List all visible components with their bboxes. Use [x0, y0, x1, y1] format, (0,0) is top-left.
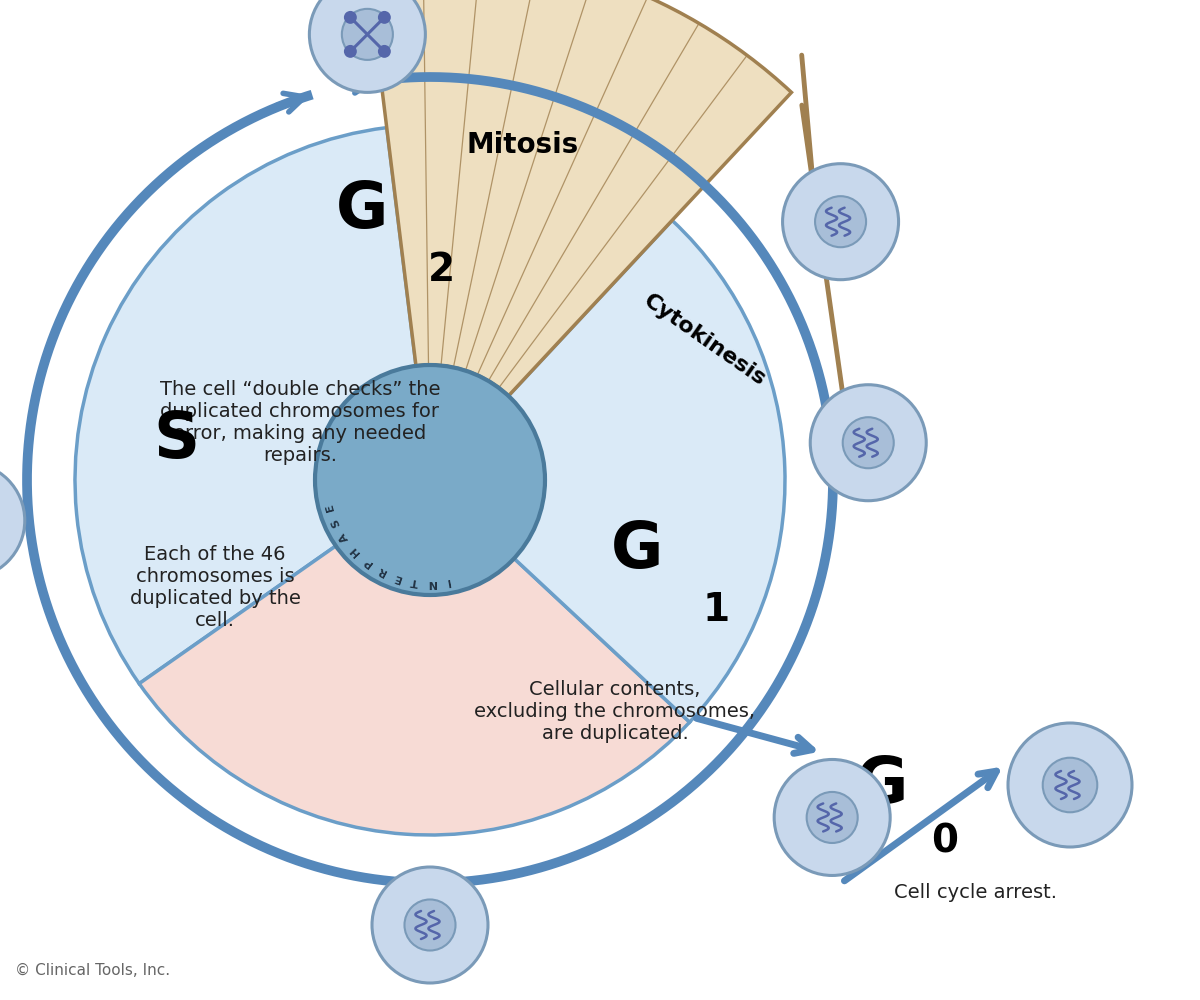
Circle shape: [404, 899, 456, 951]
Circle shape: [314, 365, 545, 595]
Text: A: A: [338, 531, 352, 544]
Circle shape: [810, 385, 926, 501]
Wedge shape: [366, 0, 792, 396]
Text: $\mathbf{G}$: $\mathbf{G}$: [335, 179, 385, 241]
Circle shape: [342, 9, 392, 60]
Text: N: N: [426, 578, 436, 588]
Circle shape: [774, 759, 890, 875]
Text: Each of the 46
chromosomes is
duplicated by the
cell.: Each of the 46 chromosomes is duplicated…: [130, 545, 300, 630]
Text: Cellular contents,
excluding the chromosomes,
are duplicated.: Cellular contents, excluding the chromos…: [474, 680, 756, 743]
Wedge shape: [76, 128, 430, 684]
Text: $\mathbf{1}$: $\mathbf{1}$: [702, 591, 728, 629]
Circle shape: [842, 417, 894, 468]
Text: E: E: [325, 502, 336, 512]
Text: I: I: [445, 576, 451, 587]
Text: $\mathbf{S}$: $\mathbf{S}$: [154, 409, 197, 471]
Circle shape: [1008, 723, 1132, 847]
Text: H: H: [348, 544, 362, 557]
Circle shape: [378, 11, 391, 24]
Text: E: E: [392, 572, 403, 584]
Text: $\mathbf{2}$: $\mathbf{2}$: [427, 251, 452, 289]
Circle shape: [1043, 758, 1097, 812]
Text: R: R: [376, 565, 388, 578]
Text: Mitosis: Mitosis: [466, 131, 578, 159]
Circle shape: [815, 196, 866, 247]
Circle shape: [344, 11, 356, 24]
Circle shape: [0, 463, 25, 579]
Wedge shape: [430, 220, 785, 722]
Text: S: S: [330, 517, 342, 528]
Text: $\mathbf{G}$: $\mathbf{G}$: [610, 519, 660, 581]
Text: P: P: [361, 556, 374, 568]
Text: $\mathbf{0}$: $\mathbf{0}$: [931, 821, 959, 859]
Circle shape: [782, 164, 899, 280]
Text: T: T: [409, 576, 419, 587]
Circle shape: [378, 45, 391, 58]
Text: Cytokinesis: Cytokinesis: [640, 290, 770, 390]
Wedge shape: [139, 480, 690, 835]
Text: $\mathbf{G}$: $\mathbf{G}$: [856, 754, 905, 816]
Text: The cell “double checks” the
duplicated chromosomes for
error, making any needed: The cell “double checks” the duplicated …: [160, 380, 440, 465]
Text: © Clinical Tools, Inc.: © Clinical Tools, Inc.: [14, 963, 170, 978]
Circle shape: [310, 0, 425, 92]
Circle shape: [344, 45, 356, 58]
Circle shape: [372, 867, 488, 983]
Text: Cell cycle arrest.: Cell cycle arrest.: [894, 882, 1056, 902]
Circle shape: [806, 792, 858, 843]
